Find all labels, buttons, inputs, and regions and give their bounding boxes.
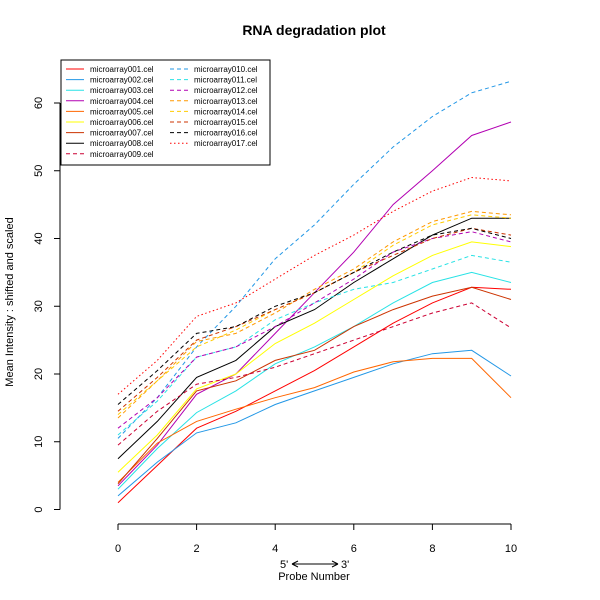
series-lines bbox=[117, 80, 512, 504]
series-line-8 bbox=[117, 217, 511, 460]
y-tick-label: 50 bbox=[33, 165, 45, 177]
x-tick-label: 6 bbox=[351, 543, 357, 555]
legend-label: microarray011.cel bbox=[194, 76, 257, 85]
x-tick-label: 10 bbox=[505, 543, 517, 555]
three-prime-label: 3' bbox=[341, 559, 349, 571]
y-tick-label: 20 bbox=[33, 368, 45, 380]
series-line-3 bbox=[117, 271, 512, 490]
legend-label: microarray001.cel bbox=[90, 65, 154, 74]
series-line-17 bbox=[117, 176, 512, 395]
legend-box bbox=[60, 59, 271, 166]
legend-label: microarray013.cel bbox=[194, 97, 258, 106]
direction-indicator: 5' 3' bbox=[280, 559, 349, 571]
series-line-1 bbox=[117, 286, 512, 504]
legend-label: microarray008.cel bbox=[90, 139, 154, 148]
x-tick-label: 8 bbox=[429, 543, 435, 555]
legend-label: microarray006.cel bbox=[90, 118, 154, 127]
series-line-12 bbox=[117, 231, 512, 429]
series-line-10 bbox=[117, 80, 512, 439]
right-arrowhead-icon bbox=[331, 560, 339, 568]
legend-label: microarray014.cel bbox=[194, 107, 258, 116]
series-line-9 bbox=[117, 302, 512, 446]
legend-label: microarray017.cel bbox=[194, 139, 258, 148]
x-tick-label: 2 bbox=[194, 543, 200, 555]
series-line-2 bbox=[117, 349, 512, 497]
x-tick-label: 4 bbox=[272, 543, 278, 555]
y-axis-title: Mean Intensity : shifted and scaled bbox=[4, 217, 16, 386]
chart-title: RNA degradation plot bbox=[242, 22, 386, 38]
series-line-11 bbox=[117, 254, 512, 436]
y-tick-label: 0 bbox=[33, 506, 45, 512]
series-line-6 bbox=[117, 241, 512, 473]
legend-label: microarray005.cel bbox=[90, 107, 154, 116]
legend: microarray001.celmicroarray002.celmicroa… bbox=[60, 59, 271, 166]
legend-label: microarray009.cel bbox=[90, 150, 154, 159]
y-tick-label: 40 bbox=[33, 232, 45, 244]
axes: 0 2 4 6 8 10 0 10 20 30 40 50 60 bbox=[33, 97, 517, 555]
legend-label: microarray016.cel bbox=[194, 129, 258, 138]
series-line-5 bbox=[117, 357, 512, 483]
x-axis-title: Probe Number bbox=[278, 571, 350, 583]
legend-label: microarray004.cel bbox=[90, 97, 154, 106]
legend-label: microarray010.cel bbox=[194, 65, 258, 74]
y-tick-label: 10 bbox=[33, 436, 45, 448]
five-prime-label: 5' bbox=[280, 559, 288, 571]
legend-label: microarray003.cel bbox=[90, 86, 154, 95]
legend-label: microarray012.cel bbox=[194, 86, 258, 95]
series-line-13 bbox=[117, 210, 512, 419]
y-tick-label: 30 bbox=[33, 300, 45, 312]
x-tick-label: 0 bbox=[115, 543, 121, 555]
legend-label: microarray002.cel bbox=[90, 76, 154, 85]
series-line-7 bbox=[117, 286, 512, 485]
series-line-16 bbox=[117, 227, 512, 405]
left-arrowhead-icon bbox=[291, 560, 299, 568]
legend-label: microarray007.cel bbox=[90, 129, 154, 138]
y-tick-label: 60 bbox=[33, 97, 45, 109]
legend-label: microarray015.cel bbox=[194, 118, 258, 127]
